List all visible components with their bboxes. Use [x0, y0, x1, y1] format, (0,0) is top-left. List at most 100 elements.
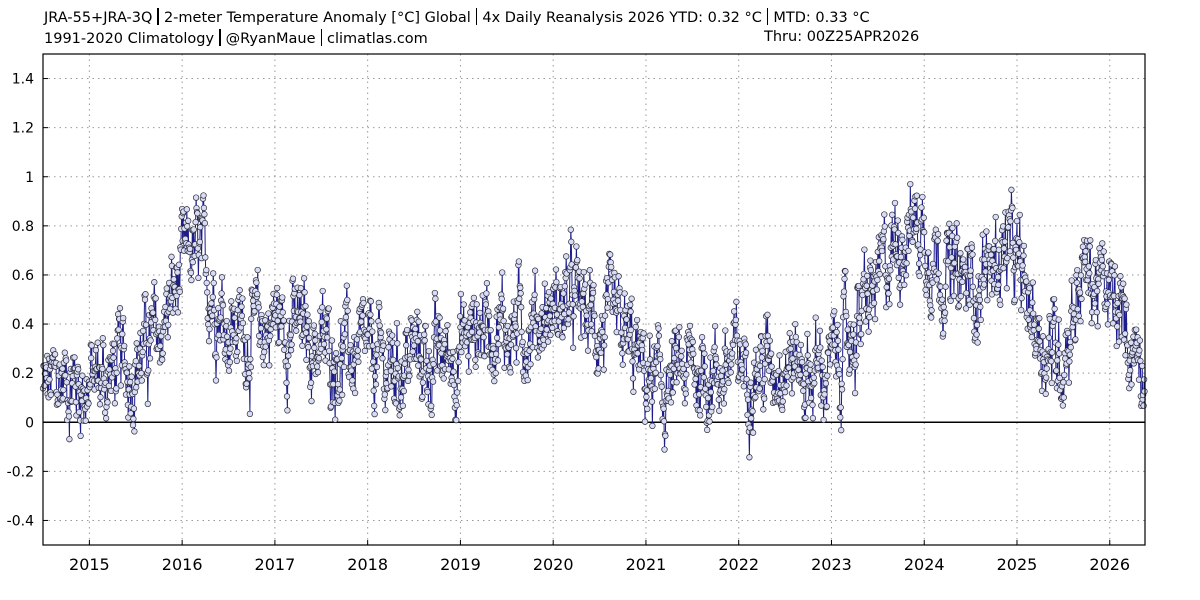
data-point: [970, 315, 978, 322]
data-point: [376, 322, 383, 329]
data-point: [388, 383, 395, 390]
data-point: [614, 297, 622, 304]
data-point: [228, 298, 235, 305]
data-point: [779, 406, 786, 414]
data-point: [641, 418, 649, 425]
data-point: [1054, 357, 1061, 364]
y-tick-label: 1.4: [12, 72, 34, 88]
data-point: [358, 318, 365, 325]
data-point: [607, 251, 614, 258]
data-point: [279, 309, 286, 316]
data-point: [61, 349, 68, 356]
data-point: [633, 316, 641, 324]
data-point: [652, 369, 659, 376]
data-point: [512, 323, 519, 330]
data-point: [876, 271, 883, 278]
data-point: [797, 341, 805, 349]
data-point: [344, 296, 351, 304]
data-point: [792, 333, 799, 341]
data-point: [1095, 280, 1102, 287]
data-point: [339, 343, 347, 350]
data-point: [648, 398, 656, 405]
data-point: [176, 288, 183, 295]
data-point: [917, 246, 924, 253]
data-point: [891, 199, 899, 207]
data-point: [822, 380, 830, 387]
data-point: [825, 349, 832, 356]
data-point: [175, 261, 183, 268]
data-point: [942, 283, 949, 290]
data-point: [114, 335, 121, 342]
data-point: [571, 292, 579, 299]
data-point: [922, 262, 929, 270]
data-point: [990, 246, 997, 253]
data-point: [190, 226, 197, 233]
data-point: [817, 344, 824, 351]
data-point: [963, 289, 970, 297]
data-point: [934, 231, 942, 238]
data-point: [560, 290, 567, 297]
data-point: [440, 375, 447, 382]
data-point: [110, 354, 117, 361]
data-point: [704, 426, 711, 434]
data-point: [544, 338, 552, 345]
data-point: [1023, 278, 1030, 285]
data-point: [911, 205, 919, 212]
data-point: [499, 305, 507, 312]
data-point: [313, 363, 321, 370]
data-point: [276, 303, 283, 310]
data-point: [800, 380, 807, 388]
data-point: [432, 318, 439, 325]
data-point: [151, 279, 158, 286]
separator: [766, 8, 769, 25]
data-point: [853, 352, 860, 359]
data-point: [994, 273, 1002, 281]
data-point: [238, 303, 245, 310]
data-point: [540, 341, 548, 349]
data-point: [97, 394, 104, 401]
data-point: [600, 366, 607, 373]
data-point: [121, 342, 128, 350]
data-point: [870, 299, 878, 307]
data-point: [570, 313, 577, 320]
data-point: [984, 297, 991, 304]
data-point: [887, 267, 894, 274]
y-tick-label: -0.2: [7, 464, 34, 480]
data-point: [138, 377, 145, 384]
data-point: [865, 328, 872, 335]
data-point: [1136, 337, 1144, 344]
data-point: [671, 355, 678, 362]
data-point: [581, 332, 588, 340]
data-point: [1016, 239, 1023, 246]
data-point: [973, 331, 980, 338]
data-point: [966, 272, 974, 279]
data-point: [682, 390, 689, 397]
data-point: [1121, 330, 1129, 337]
data-point: [599, 328, 606, 336]
data-point: [173, 292, 180, 300]
data-point: [565, 309, 573, 316]
data-point: [720, 400, 728, 407]
data-point: [534, 354, 542, 361]
data-point: [531, 267, 539, 274]
data-point: [647, 375, 655, 382]
data-point: [1056, 374, 1063, 382]
data-point: [1098, 256, 1106, 264]
data-point: [184, 223, 191, 230]
data-point: [569, 344, 577, 351]
data-point: [623, 316, 630, 323]
data-point: [231, 314, 238, 321]
data-point: [867, 266, 875, 274]
data-point: [507, 369, 514, 376]
data-point: [655, 325, 662, 332]
data-point: [436, 327, 444, 334]
data-point: [639, 346, 646, 354]
data-point: [370, 358, 377, 365]
data-point: [907, 180, 914, 188]
data-point: [939, 296, 946, 303]
mtd-summary: MTD: 0.33 °C: [773, 10, 870, 26]
data-point: [303, 356, 310, 364]
data-point: [807, 361, 814, 368]
data-point: [394, 340, 401, 347]
